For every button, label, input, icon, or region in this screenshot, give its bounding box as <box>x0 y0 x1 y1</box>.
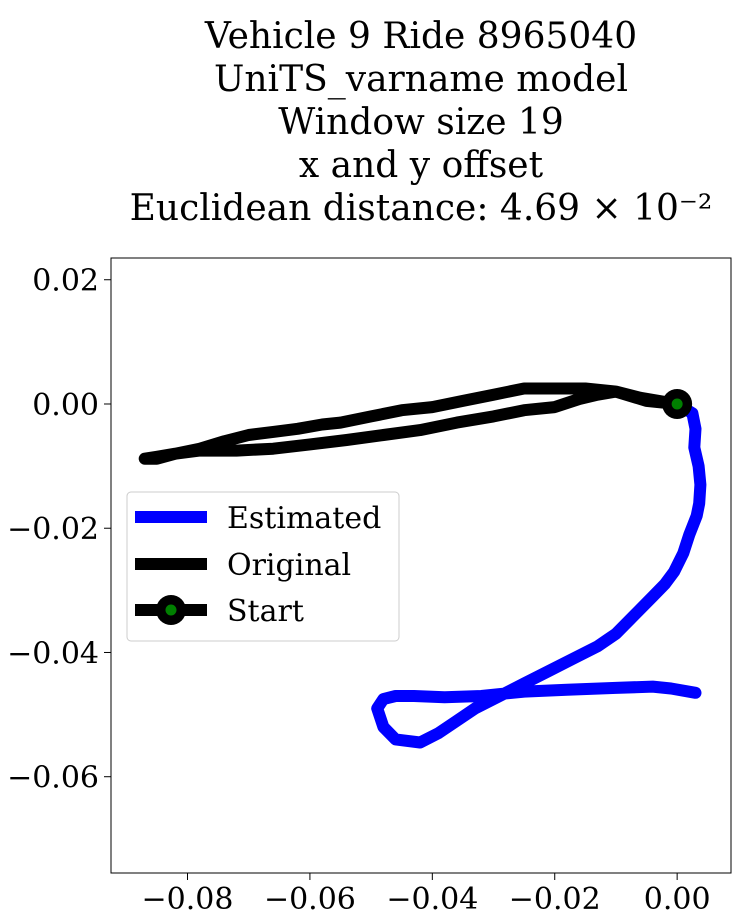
title-line-3: Window size 19 <box>278 102 564 143</box>
title-line-4: x and y offset <box>299 145 544 186</box>
series-line-original <box>138 382 684 465</box>
title-line-5: Euclidean distance: 4.69 × 10⁻² <box>130 188 713 229</box>
legend-label-estimated: Estimated <box>227 501 381 536</box>
title-line-2: UniTS_varname model <box>214 59 628 100</box>
legend-label-start: Start <box>227 594 304 629</box>
y-tick-label: 0.02 <box>32 264 99 299</box>
legend: Estimated Original Start <box>126 491 400 642</box>
y-tick-label: 0.00 <box>32 388 99 423</box>
plot-area <box>110 257 732 874</box>
legend-box <box>126 491 400 642</box>
y-tick-label: −0.02 <box>7 512 99 547</box>
legend-marker-inner <box>165 604 177 616</box>
title-line-1: Vehicle 9 Ride 8965040 <box>204 16 637 57</box>
legend-label-original: Original <box>227 548 351 583</box>
x-tick-label: 0.00 <box>644 882 711 917</box>
series-group <box>138 382 707 749</box>
y-axis: 0.02 0.00 −0.02 −0.04 −0.06 <box>7 264 111 796</box>
y-tick-label: −0.06 <box>7 761 99 796</box>
x-tick-label: −0.08 <box>142 882 234 917</box>
x-axis: −0.08 −0.06 −0.04 −0.02 0.00 <box>142 873 711 917</box>
x-tick-label: −0.04 <box>386 882 478 917</box>
start-marker-inner <box>671 398 683 410</box>
x-tick-label: −0.06 <box>264 882 356 917</box>
y-tick-label: −0.04 <box>7 636 99 671</box>
plot-frame <box>110 257 732 874</box>
series-line-estimated <box>371 398 707 749</box>
x-tick-label: −0.02 <box>509 882 601 917</box>
